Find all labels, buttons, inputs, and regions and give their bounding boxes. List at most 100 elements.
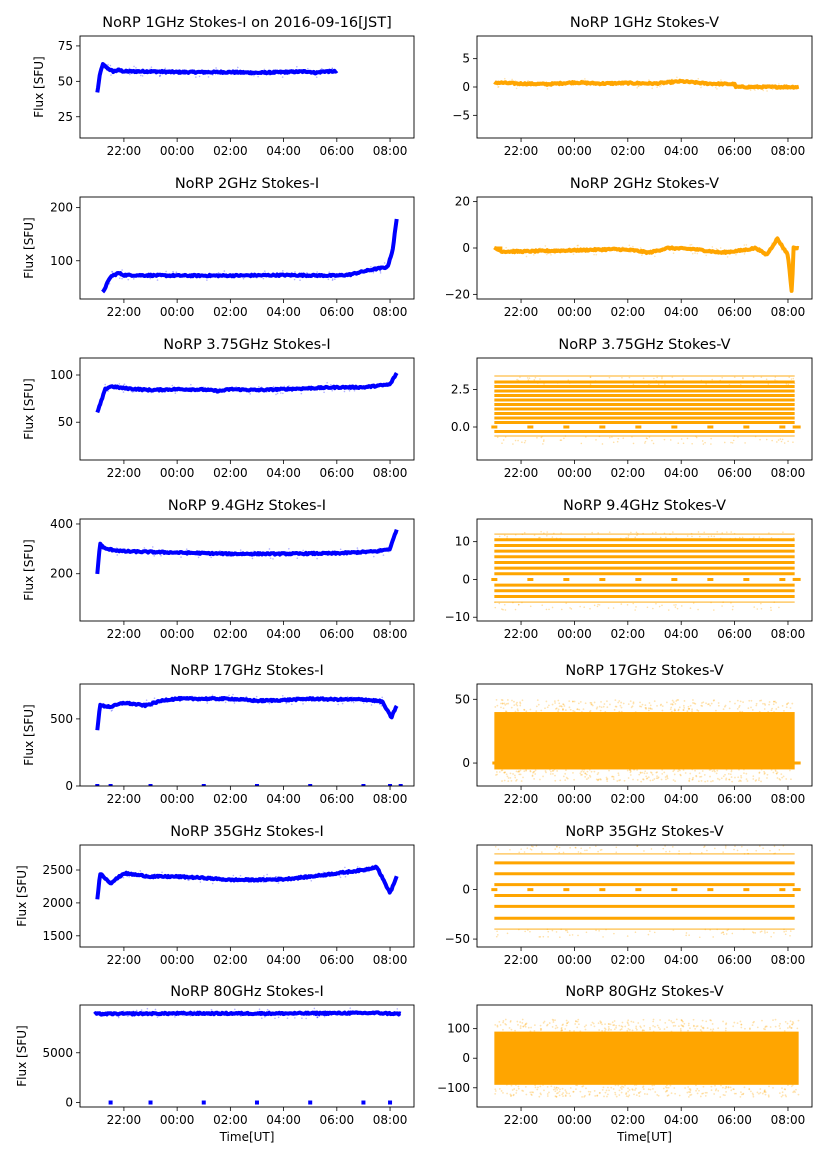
- data-point: [581, 768, 584, 771]
- data-point: [100, 404, 103, 406]
- data-point: [150, 389, 153, 391]
- data-point: [214, 551, 216, 554]
- data-point: [313, 1007, 316, 1010]
- data-point: [560, 1026, 563, 1029]
- x-tick-label: 04:00: [266, 792, 301, 806]
- data-point: [727, 1086, 730, 1089]
- data-point: [539, 936, 542, 938]
- data-point: [766, 773, 769, 776]
- data-point: [704, 441, 706, 444]
- data-point: [740, 380, 742, 383]
- data-point: [696, 1087, 699, 1090]
- data-point: [653, 778, 656, 780]
- data-point: [122, 1010, 125, 1012]
- data-point: [170, 875, 172, 877]
- data-point: [695, 775, 698, 778]
- y-tick-label: 500: [50, 712, 73, 726]
- data-point: [223, 270, 226, 272]
- x-tick-label: 00:00: [557, 466, 592, 480]
- data-point: [513, 704, 516, 707]
- data-point: [189, 1014, 191, 1017]
- data-point: [786, 1022, 789, 1025]
- data-point: [645, 706, 647, 709]
- data-point: [570, 81, 572, 83]
- data-point: [792, 537, 795, 539]
- data-point: [638, 773, 641, 776]
- data-point: [302, 69, 305, 71]
- data-point: [556, 1088, 559, 1091]
- data-point: [211, 882, 214, 885]
- data-point: [624, 1025, 627, 1028]
- data-point: [165, 275, 167, 277]
- data-point: [700, 379, 703, 382]
- data-point: [677, 709, 680, 712]
- data-point: [520, 848, 522, 850]
- data-point: [735, 1092, 737, 1095]
- data-point: [608, 376, 611, 379]
- data-point: [554, 1027, 557, 1030]
- data-point: [789, 930, 792, 932]
- data-point: [169, 552, 172, 555]
- data-point: [559, 1088, 561, 1091]
- data-point: [574, 1020, 577, 1022]
- data-point: [555, 1087, 558, 1089]
- data-point: [758, 771, 761, 774]
- x-tick-label: 22:00: [504, 953, 539, 967]
- data-point: [343, 390, 346, 393]
- data-point: [627, 534, 630, 537]
- data-point: [595, 778, 598, 781]
- data-point: [597, 1022, 600, 1025]
- data-point: [349, 1007, 352, 1009]
- data-point: [327, 1011, 329, 1014]
- data-point: [499, 1024, 502, 1026]
- data-point: [553, 248, 556, 250]
- data-point: [278, 276, 280, 279]
- panel-3.75GHz-V: 22:00 00:00 02:00 04:00 06:00 08:000.02.5NoRP…: [451, 337, 813, 480]
- data-point: [788, 1025, 791, 1028]
- data-point: [787, 251, 789, 254]
- data-point: [197, 556, 200, 559]
- data-point: [215, 389, 218, 392]
- data-point: [506, 537, 508, 540]
- data-point: [776, 380, 778, 382]
- data-point: [577, 244, 579, 247]
- data-point: [356, 547, 359, 549]
- data-point: [554, 1090, 557, 1093]
- data-point: [689, 1088, 692, 1091]
- data-point: [557, 710, 560, 713]
- data-point: [525, 769, 527, 772]
- data-point: [760, 768, 763, 771]
- data-point: [494, 845, 497, 848]
- data-point: [327, 273, 330, 276]
- data-point: [783, 442, 786, 444]
- data-point: [701, 770, 704, 772]
- data-point: [740, 776, 743, 779]
- data-point: [731, 608, 734, 611]
- data-point: [250, 878, 253, 881]
- data-point: [316, 696, 318, 698]
- data-point: [556, 1026, 559, 1029]
- data-point: [100, 874, 102, 876]
- data-point: [495, 774, 497, 776]
- data-point: [759, 1088, 762, 1090]
- data-point: [585, 773, 588, 776]
- data-point: [671, 703, 674, 705]
- data-point: [626, 1021, 629, 1024]
- data-point: [262, 277, 265, 280]
- data-point: [705, 1091, 708, 1094]
- data-point: [665, 850, 667, 853]
- data-point: [626, 935, 629, 937]
- x-tick-label: 04:00: [664, 466, 699, 480]
- data-point: [552, 81, 555, 83]
- data-point: [587, 1090, 590, 1093]
- data-point: [501, 608, 503, 610]
- data-point: [379, 873, 382, 876]
- data-point: [239, 272, 241, 275]
- data-point: [510, 779, 513, 782]
- data-point: [524, 1085, 527, 1088]
- data-point: [568, 700, 571, 703]
- data-point: [294, 1017, 296, 1019]
- data-point: [787, 1084, 789, 1087]
- data-point: [504, 609, 507, 611]
- data-point: [772, 771, 775, 774]
